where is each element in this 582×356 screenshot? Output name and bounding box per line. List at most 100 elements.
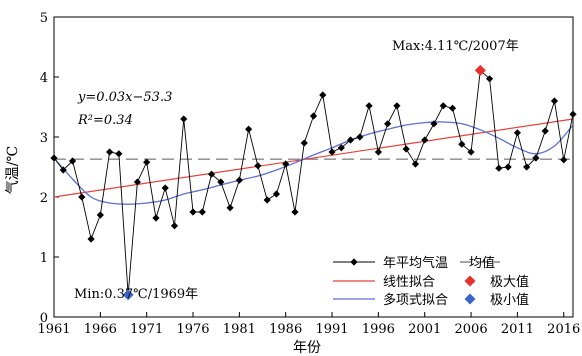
data-point [226,204,234,212]
data-point [374,148,382,156]
data-point [485,75,494,83]
data-point [106,148,114,156]
polynomial-fit-line [53,121,574,205]
x-tick-label: 2001 [408,322,441,337]
data-point [337,144,345,152]
y-tick-label: 1 [40,251,48,266]
data-point [282,160,290,168]
data-point [550,97,559,105]
data-point [523,163,531,171]
data-point [152,214,160,222]
data-point [411,160,420,168]
data-point [504,163,512,171]
y-axis-label: 气温/℃ [5,146,21,194]
max-point [474,64,486,76]
data-point [133,178,142,186]
legend-item: 线性拟合 [333,275,435,290]
data-point [560,156,568,164]
data-point [115,150,123,158]
data-point [198,208,206,216]
y-tick-label: 5 [40,11,48,26]
data-point [439,102,447,110]
data-point [300,139,308,147]
data-point [356,133,364,141]
legend-label: 极小值 [490,292,529,308]
data-point [532,154,540,162]
data-point [217,178,225,186]
data-point [68,157,77,165]
plot-area: 0 1 2 3 4 5 1961 1966 1971 1976 1981 1986 1991 1996 20… [37,11,580,337]
x-tick-label: 1961 [37,322,70,337]
x-tick-label: 1976 [176,322,209,337]
data-point [365,102,373,110]
data-point [170,222,179,230]
legend-item: 极小值 [464,292,529,308]
data-point [421,136,429,144]
x-tick-label: 2006 [455,322,488,337]
data-point [78,193,86,201]
data-point [189,208,197,216]
data-point [272,190,281,198]
data-point [180,115,188,123]
data-point [87,235,95,243]
plot-frame [53,16,574,318]
data-point [309,112,318,120]
data-point [50,154,58,162]
x-tick-label: 1971 [130,322,163,337]
data-point [291,208,299,216]
legend-diamond-swatch [464,275,476,287]
legend-item: 均值 [460,255,500,271]
data-point [393,102,401,110]
x-tick-label: 1981 [223,322,256,337]
data-point [96,211,104,219]
data-point [143,158,151,166]
max-annotation: Max:4.11℃/2007年 [392,39,519,54]
data-point [346,136,355,144]
equation-line-1: y=0.03x−53.3 [77,90,172,105]
x-tick-label: 1991 [315,322,348,337]
data-point [207,170,216,178]
data-point [458,140,466,148]
data-point [384,120,392,128]
data-point [245,125,253,133]
x-tick-label: 1996 [362,322,395,337]
y-tick-label: 3 [40,131,48,146]
data-point [430,120,438,128]
legend-label: 多项式拟合 [383,292,448,308]
x-tick-label: 1966 [84,322,117,337]
legend-label: 极大值 [490,274,529,290]
data-point [402,145,410,153]
data-point [448,104,457,112]
legend-item: 极大值 [464,274,529,290]
x-tick-label: 2016 [547,322,580,337]
data-point [161,184,169,192]
y-tick-label: 4 [40,71,48,86]
x-axis-label: 年份 [293,340,321,356]
data-point [235,176,243,184]
legend-label: 线性拟合 [383,275,435,290]
legend-diamond-swatch [350,258,358,266]
x-tick-label: 1986 [269,322,302,337]
data-point [328,148,336,156]
min-annotation: Min:0.37℃/1969年 [74,287,198,302]
legend-label: 均值 [469,255,495,271]
data-point [319,91,327,99]
y-tick-label: 0 [40,311,48,326]
data-point [254,162,262,170]
data-point [541,127,549,135]
min-point [122,289,134,301]
legend-item: 多项式拟合 [333,292,448,308]
data-point [59,166,67,174]
data-point [513,129,521,137]
data-point [569,110,577,118]
data-point [467,148,475,156]
data-point [263,196,271,204]
legend-label: 年平均气温 [383,255,448,271]
legend-diamond-swatch [464,293,476,305]
legend-item: 年平均气温 [333,255,448,271]
y-tick-label: 2 [40,191,48,206]
data-point [495,164,503,172]
equation-line-2: R²=0.34 [77,113,133,128]
